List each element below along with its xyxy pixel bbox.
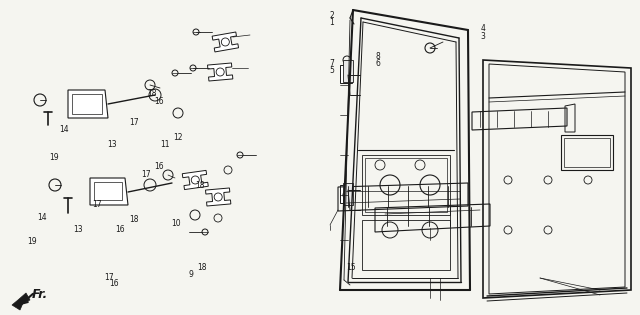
Text: 8: 8 — [375, 52, 380, 60]
Text: 19: 19 — [27, 238, 37, 246]
Bar — [564, 138, 610, 167]
Polygon shape — [90, 178, 128, 205]
Polygon shape — [207, 63, 233, 81]
Text: 13: 13 — [107, 140, 117, 149]
Text: 7: 7 — [329, 59, 334, 67]
Text: 17: 17 — [92, 200, 102, 209]
Text: 18: 18 — [197, 263, 206, 272]
Text: 18: 18 — [195, 181, 204, 190]
Bar — [362, 220, 450, 270]
Polygon shape — [212, 32, 239, 52]
Text: 12: 12 — [173, 134, 182, 142]
Text: 10: 10 — [171, 219, 181, 228]
Text: 2: 2 — [329, 11, 334, 20]
Bar — [340, 185, 352, 203]
Text: 19: 19 — [49, 153, 60, 162]
Text: 18: 18 — [130, 215, 139, 224]
Text: 17: 17 — [141, 170, 151, 179]
Polygon shape — [182, 170, 208, 190]
Text: 11: 11 — [161, 140, 170, 149]
Polygon shape — [205, 188, 231, 206]
Bar — [365, 158, 447, 212]
Bar — [561, 135, 613, 170]
Text: 17: 17 — [104, 273, 114, 282]
Text: 16: 16 — [154, 97, 164, 106]
Polygon shape — [68, 90, 108, 118]
Text: 6: 6 — [375, 59, 380, 67]
Text: 9: 9 — [188, 270, 193, 278]
Bar — [340, 65, 352, 83]
Text: 5: 5 — [329, 66, 334, 75]
Text: 1: 1 — [329, 18, 334, 27]
Polygon shape — [12, 293, 30, 310]
Text: 16: 16 — [154, 163, 164, 171]
Text: 16: 16 — [115, 225, 125, 234]
Text: Fr.: Fr. — [32, 289, 48, 301]
Bar — [72, 94, 102, 114]
Text: 14: 14 — [59, 125, 69, 134]
Text: 15: 15 — [346, 263, 356, 272]
Text: 14: 14 — [36, 213, 47, 222]
Text: 18: 18 — [148, 89, 157, 98]
Bar — [94, 182, 122, 200]
Bar — [343, 183, 353, 205]
Text: 13: 13 — [73, 226, 83, 234]
Text: 17: 17 — [129, 118, 140, 127]
Bar — [362, 155, 450, 215]
Text: 4: 4 — [481, 25, 486, 33]
Text: 16: 16 — [109, 279, 119, 288]
Bar — [343, 60, 353, 82]
Text: 3: 3 — [481, 32, 486, 41]
